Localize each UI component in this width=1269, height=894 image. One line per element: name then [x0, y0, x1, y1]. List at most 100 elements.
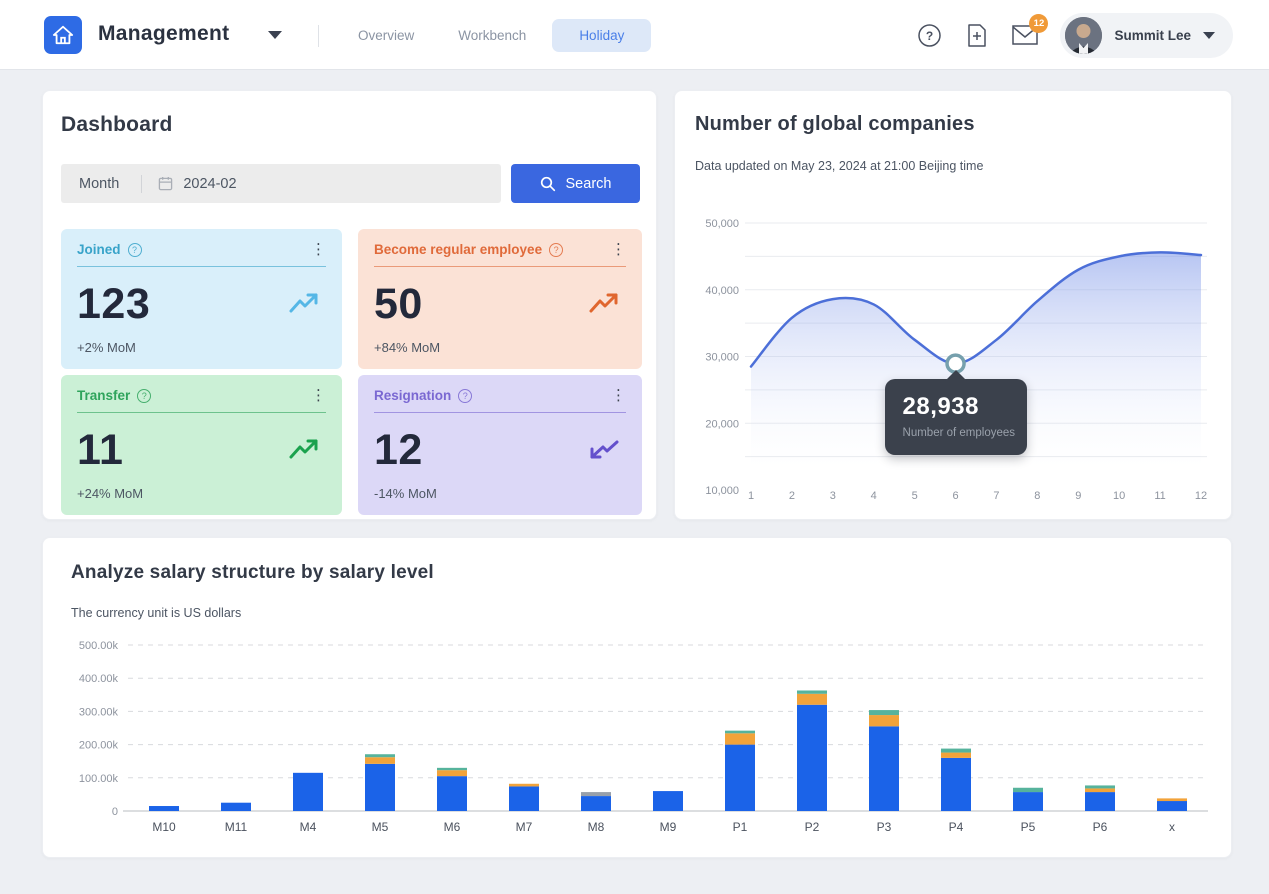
- svg-text:P4: P4: [949, 820, 964, 834]
- svg-text:P2: P2: [805, 820, 820, 834]
- svg-text:10,000: 10,000: [705, 485, 739, 497]
- stat-card-resignation: Resignation ? ⋮ 12 -14% MoM: [358, 375, 642, 515]
- companies-title: Number of global companies: [695, 113, 975, 135]
- stat-label: Become regular employee: [374, 242, 543, 257]
- companies-card: Number of global companies Data updated …: [674, 90, 1232, 520]
- salary-title: Analyze salary structure by salary level: [71, 562, 434, 583]
- svg-text:M5: M5: [372, 820, 389, 834]
- app-logo[interactable]: [44, 16, 82, 54]
- info-icon[interactable]: ?: [127, 242, 142, 257]
- svg-text:9: 9: [1075, 490, 1081, 502]
- info-icon[interactable]: ?: [549, 242, 564, 257]
- svg-text:M7: M7: [516, 820, 533, 834]
- stat-mom: +2% MoM: [77, 340, 136, 355]
- tooltip-label: Number of employees: [902, 426, 1016, 439]
- user-name: Summit Lee: [1114, 27, 1191, 43]
- user-dropdown-caret-icon: [1203, 31, 1215, 39]
- info-icon[interactable]: ?: [137, 388, 152, 403]
- home-icon: [52, 25, 74, 45]
- svg-text:12: 12: [1195, 490, 1207, 502]
- svg-text:10: 10: [1113, 490, 1125, 502]
- trend-up-icon: [289, 293, 318, 313]
- svg-text:M10: M10: [152, 820, 176, 834]
- tooltip-value: 28,938: [902, 392, 979, 420]
- more-options-icon[interactable]: ⋮: [611, 387, 626, 404]
- month-divider: [141, 174, 143, 193]
- dashboard-title: Dashboard: [61, 113, 173, 136]
- svg-text:M9: M9: [660, 820, 677, 834]
- stat-value: 12: [374, 426, 423, 474]
- svg-text:3: 3: [830, 490, 836, 502]
- month-picker[interactable]: Month 2024-02: [61, 164, 501, 203]
- svg-text:P3: P3: [877, 820, 892, 834]
- trend-down-icon: [590, 440, 619, 459]
- svg-text:5: 5: [912, 490, 918, 502]
- trend-up-icon: [289, 439, 318, 459]
- svg-text:6: 6: [952, 490, 958, 502]
- svg-text:M11: M11: [225, 820, 248, 834]
- dashboard-card: Dashboard Month 2024-02 Search: [42, 90, 657, 520]
- user-menu[interactable]: Summit Lee: [1060, 12, 1233, 58]
- stat-value: 50: [374, 280, 423, 328]
- brand-title: Management: [98, 22, 230, 45]
- nav-link-holiday[interactable]: Holiday: [552, 18, 652, 52]
- more-options-icon[interactable]: ⋮: [311, 241, 326, 258]
- help-button[interactable]: ?: [916, 22, 942, 48]
- stats-grid: Joined ? ⋮ 123 +2% MoM Become regular em…: [61, 229, 642, 515]
- nav-link-workbench[interactable]: Workbench: [458, 27, 527, 43]
- calendar-icon: [159, 176, 173, 191]
- nav-divider: [318, 25, 319, 47]
- stat-mom: +84% MoM: [374, 340, 441, 355]
- search-icon: [540, 176, 555, 191]
- svg-text:P5: P5: [1021, 820, 1036, 834]
- svg-text:30,000: 30,000: [705, 352, 739, 364]
- svg-text:500.00k: 500.00k: [79, 640, 119, 652]
- filter-row: Month 2024-02 Search: [61, 164, 640, 203]
- chart-tooltip: 28,938 Number of employees: [884, 369, 1027, 455]
- stat-mom: +24% MoM: [77, 486, 144, 501]
- more-options-icon[interactable]: ⋮: [611, 241, 626, 258]
- stat-label: Resignation: [374, 388, 452, 403]
- svg-text:50,000: 50,000: [705, 218, 739, 230]
- nav-link-overview[interactable]: Overview: [358, 27, 415, 43]
- navbar: Management Overview Workbench Holiday ?: [0, 0, 1269, 70]
- stat-mom: -14% MoM: [374, 486, 437, 501]
- trend-up-icon: [589, 293, 618, 313]
- salary-card: Analyze salary structure by salary level…: [42, 537, 1232, 858]
- svg-text:7: 7: [993, 490, 999, 502]
- more-options-icon[interactable]: ⋮: [311, 387, 326, 404]
- svg-text:M6: M6: [444, 820, 461, 834]
- month-picker-value: 2024-02: [183, 175, 237, 192]
- svg-text:M4: M4: [300, 820, 317, 834]
- stat-card-transfer: Transfer ? ⋮ 11 +24% MoM: [61, 375, 342, 515]
- salary-chart[interactable]: 0 100.00k 200.00k 300.00k 400.00k 500.00k M10 M…: [63, 626, 1213, 851]
- svg-text:300.00k: 300.00k: [79, 706, 119, 718]
- nav-links: Overview Workbench Holiday: [340, 0, 652, 70]
- svg-text:400.00k: 400.00k: [79, 673, 119, 685]
- svg-text:P6: P6: [1093, 820, 1108, 834]
- add-file-icon: [968, 23, 987, 47]
- brand-dropdown-caret-icon[interactable]: [268, 31, 282, 39]
- stat-card-regular-employee: Become regular employee ? ⋮ 50 +84% MoM: [358, 229, 642, 369]
- companies-chart[interactable]: 10,000 20,000 30,000 40,000 50,000 1 2 3 4 5 6 7 8 9 1…: [695, 203, 1215, 515]
- svg-text:0: 0: [112, 806, 118, 818]
- svg-text:200.00k: 200.00k: [79, 740, 119, 752]
- new-document-button[interactable]: [964, 22, 990, 48]
- stat-label: Joined: [77, 242, 121, 257]
- question-icon: ?: [918, 23, 941, 47]
- svg-text:P1: P1: [733, 820, 748, 834]
- svg-text:2: 2: [789, 490, 795, 502]
- svg-text:100.00k: 100.00k: [79, 773, 119, 785]
- stat-card-joined: Joined ? ⋮ 123 +2% MoM: [61, 229, 342, 369]
- svg-text:11: 11: [1154, 490, 1165, 502]
- svg-text:?: ?: [926, 29, 933, 43]
- search-button[interactable]: Search: [511, 164, 640, 203]
- stat-label: Transfer: [77, 388, 131, 403]
- svg-text:M8: M8: [588, 820, 605, 834]
- svg-text:20,000: 20,000: [705, 418, 739, 430]
- svg-text:40,000: 40,000: [705, 285, 739, 297]
- svg-text:1: 1: [748, 490, 754, 502]
- info-icon[interactable]: ?: [458, 388, 473, 403]
- messages-button[interactable]: 12: [1012, 14, 1049, 48]
